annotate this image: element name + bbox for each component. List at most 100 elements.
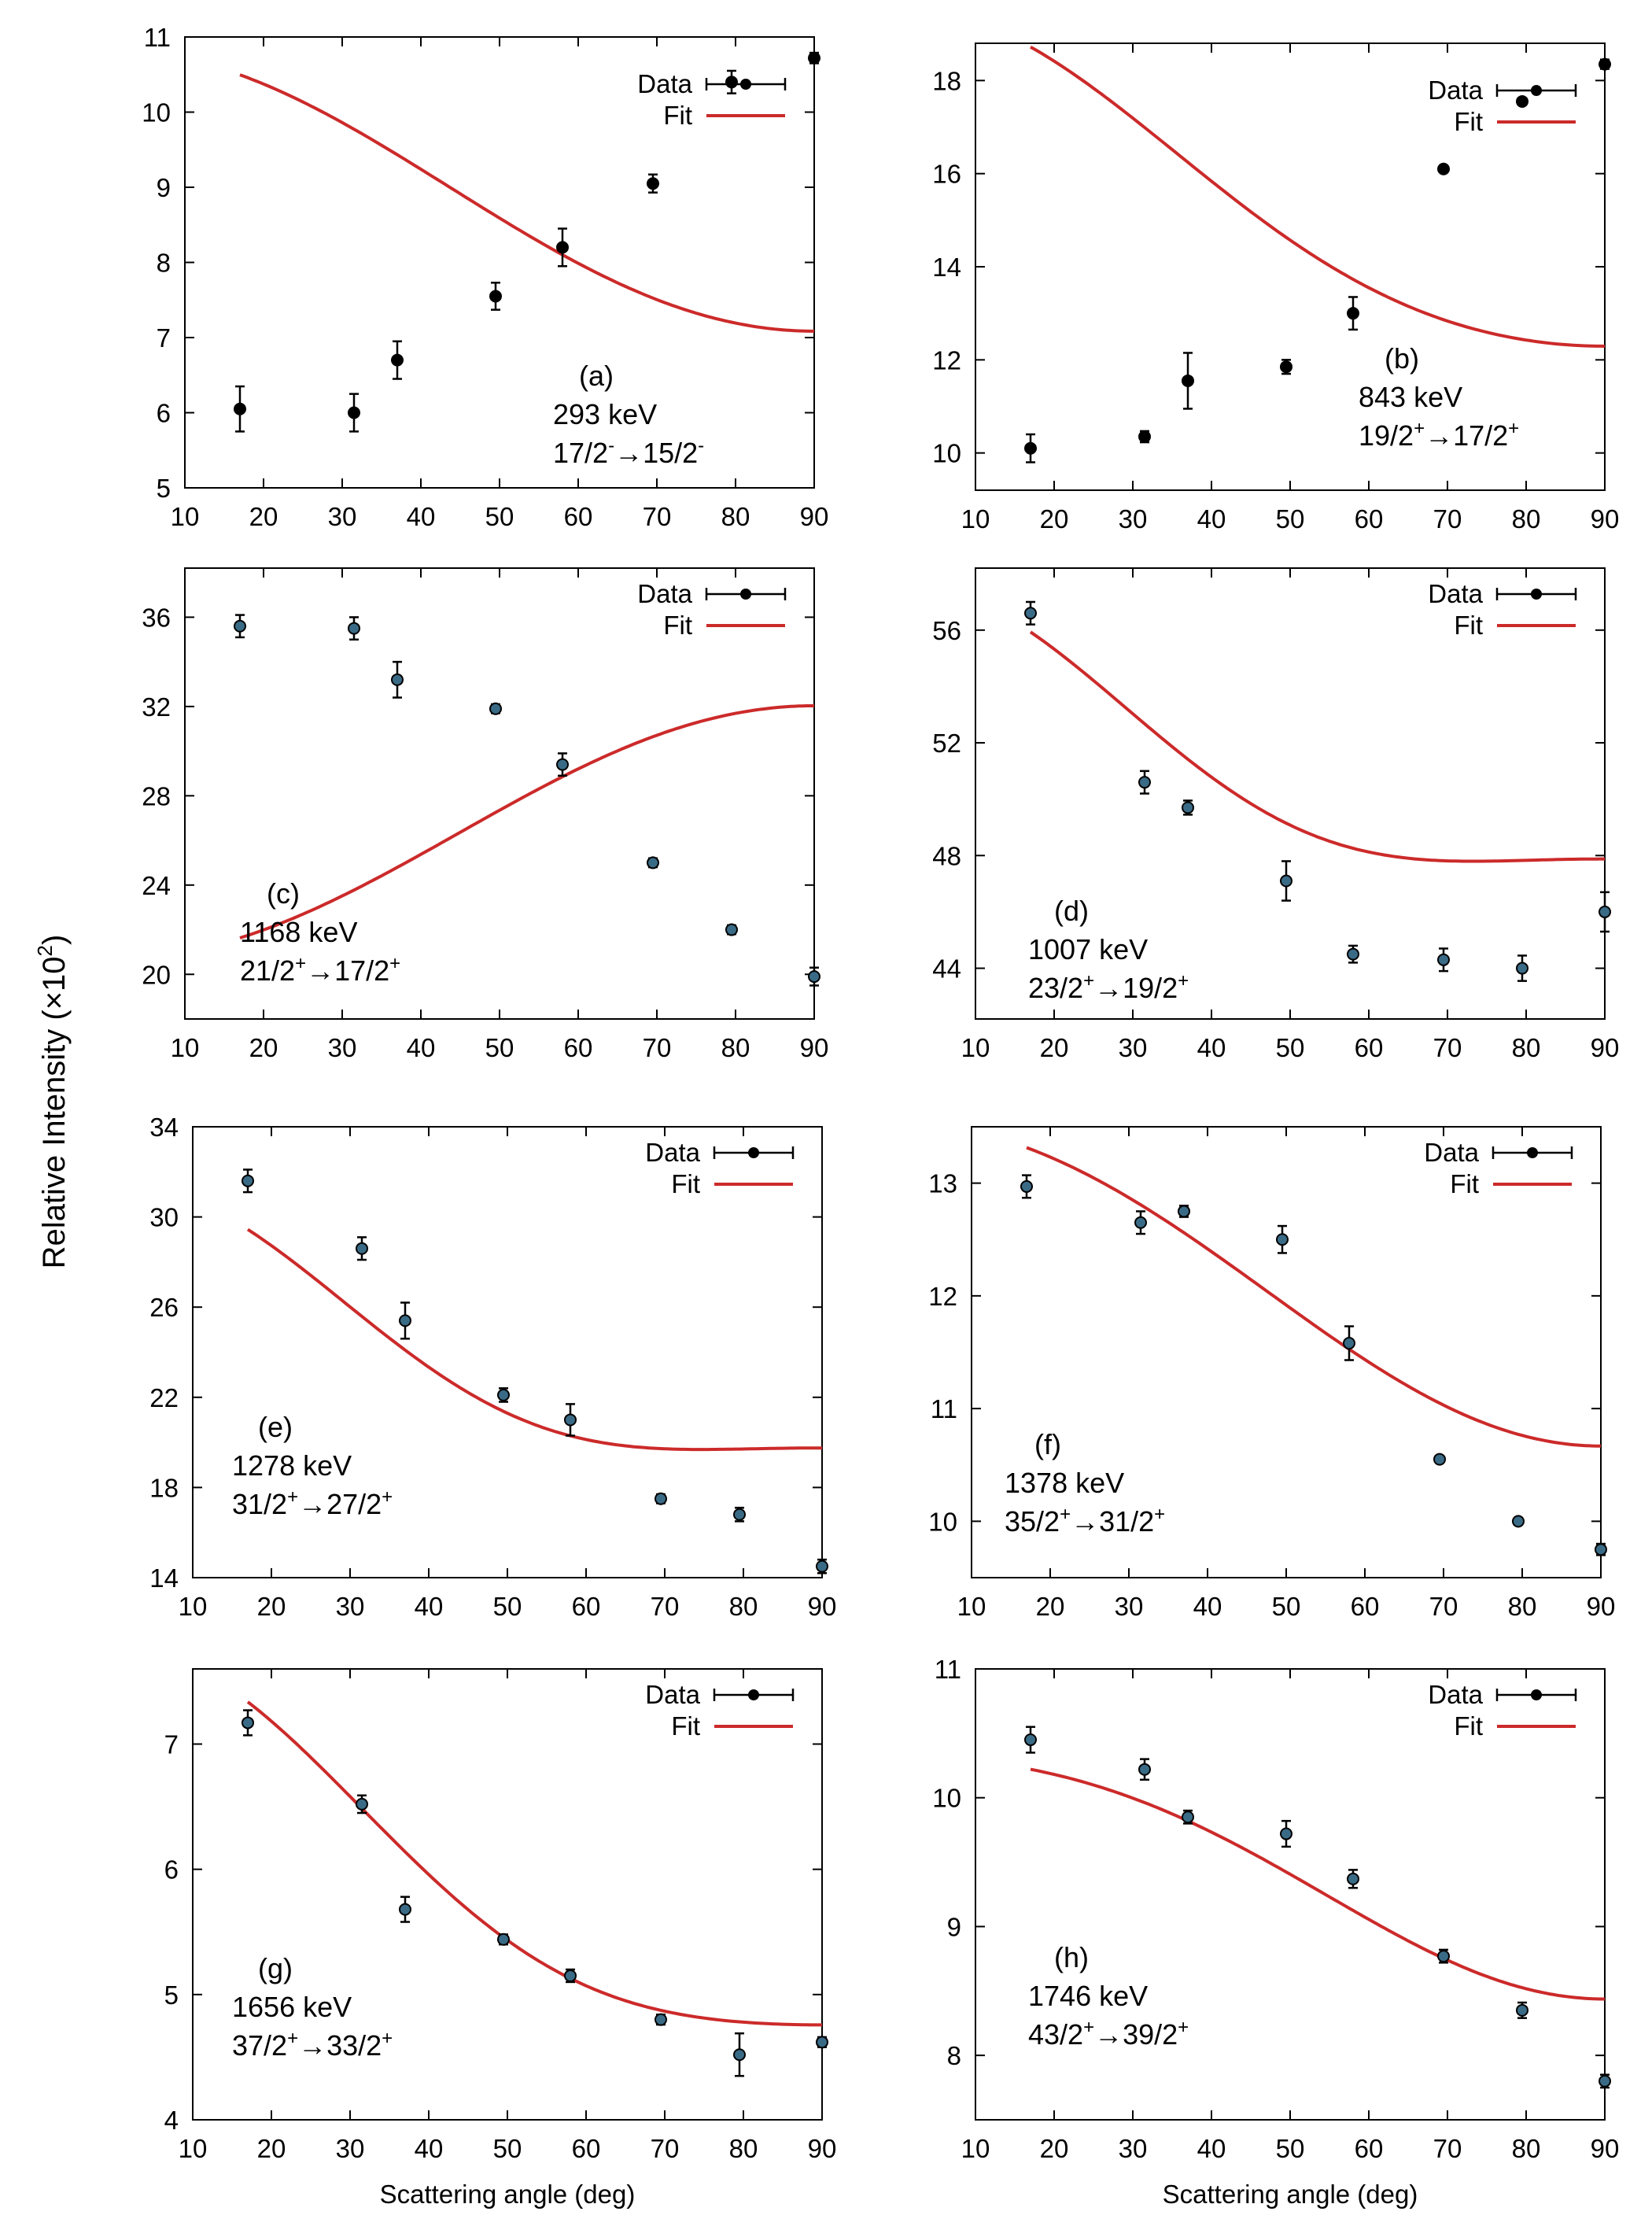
panel-d: 10 20 30 40 50 60 70 80 90 44 48 52 56 Data Fit (d) 1007… xyxy=(932,567,1619,1062)
x-tick-label: 40 xyxy=(415,1592,444,1621)
y-tick-label: 36 xyxy=(142,603,171,632)
data-point xyxy=(497,1387,510,1403)
x-tick-label: 90 xyxy=(800,1033,829,1062)
y-tick-label: 18 xyxy=(932,66,961,95)
x-tick-label: 20 xyxy=(257,2134,286,2163)
data-marker xyxy=(1138,430,1151,443)
x-tick-label: 30 xyxy=(328,1033,357,1062)
y-tick-label: 14 xyxy=(149,1563,179,1593)
x-tick-label: 20 xyxy=(1036,1592,1065,1621)
data-marker xyxy=(733,1508,746,1521)
fit-curve xyxy=(246,1700,822,2027)
y-tick-label: 10 xyxy=(932,1784,961,1813)
data-point xyxy=(242,1168,254,1194)
transition-parity: + xyxy=(1414,418,1425,439)
data-point xyxy=(1599,57,1611,71)
x-tick-label: 20 xyxy=(1040,2134,1069,2163)
x-tick-label: 30 xyxy=(336,1592,365,1621)
x-tick-label: 60 xyxy=(1355,504,1384,533)
y-tick-label: 10 xyxy=(142,98,171,127)
legend-fit-label: Fit xyxy=(1454,1711,1483,1741)
data-marker xyxy=(356,1797,368,1811)
legend-data-label: Data xyxy=(1428,1680,1483,1709)
x-tick-label: 10 xyxy=(179,2134,208,2163)
data-marker xyxy=(1280,360,1292,374)
legend-data-label: Data xyxy=(1428,76,1483,105)
data-point xyxy=(1512,1515,1525,1528)
y-tick-label: 8 xyxy=(947,2041,961,2070)
x-tick-label: 80 xyxy=(1512,504,1541,533)
panel-transition: 19/2+→17/2+ xyxy=(1359,418,1519,452)
x-tick-label: 90 xyxy=(1587,1592,1616,1621)
data-point xyxy=(1595,1542,1607,1556)
data-point xyxy=(391,660,404,699)
transition-spin: →33/2 xyxy=(298,2029,382,2062)
data-point xyxy=(1138,1758,1151,1781)
data-point xyxy=(1182,352,1194,410)
data-marker xyxy=(564,1413,577,1427)
x-tick-label: 80 xyxy=(1512,1033,1541,1062)
x-tick-label: 40 xyxy=(415,2134,444,2163)
data-marker xyxy=(725,76,738,89)
data-point xyxy=(1138,430,1151,444)
x-tick-label: 90 xyxy=(1591,504,1620,533)
data-marker xyxy=(816,1560,828,1573)
panel-label: (g) xyxy=(258,1952,293,1984)
transition-parity: + xyxy=(287,1486,298,1508)
legend-data-label: Data xyxy=(1428,579,1483,608)
data-marker xyxy=(1138,776,1151,789)
data-marker xyxy=(1024,441,1037,455)
y-tick-label: 5 xyxy=(164,1981,179,2010)
panel-label: (b) xyxy=(1385,342,1419,375)
y-tick-label: 56 xyxy=(932,616,961,645)
data-point xyxy=(1280,860,1292,902)
data-point xyxy=(733,2032,746,2077)
panel-energy: 1007 keV xyxy=(1028,933,1148,965)
y-tick-label: 44 xyxy=(932,954,961,984)
panel-transition: 31/2+→27/2+ xyxy=(232,1486,393,1520)
x-tick-label: 40 xyxy=(1193,1592,1222,1621)
data-marker xyxy=(1280,874,1292,888)
data-point xyxy=(1178,1205,1190,1218)
legend-fit-label: Fit xyxy=(1454,611,1483,640)
data-marker xyxy=(655,1492,667,1505)
data-point xyxy=(564,1968,577,1984)
x-tick-label: 60 xyxy=(564,1033,593,1062)
data-marker xyxy=(1437,162,1450,175)
data-marker xyxy=(234,402,246,415)
data-marker xyxy=(556,758,569,771)
x-tick-label: 60 xyxy=(1355,2134,1384,2163)
panel-annotation: (b) 843 keV 19/2+→17/2+ xyxy=(1359,342,1519,452)
data-point xyxy=(234,385,246,433)
transition-spin: →27/2 xyxy=(298,1488,382,1520)
x-axis-label-right: Scattering angle (deg) xyxy=(1163,2180,1418,2209)
data-point xyxy=(1182,1809,1194,1825)
data-point xyxy=(1280,1819,1292,1848)
data-point xyxy=(1516,2001,1528,2019)
data-marker xyxy=(1024,1733,1037,1747)
x-tick-label: 80 xyxy=(721,1033,750,1062)
data-point xyxy=(1134,1210,1147,1235)
data-marker xyxy=(1347,307,1359,320)
panel-energy: 1168 keV xyxy=(240,916,357,948)
y-tick-label: 26 xyxy=(149,1293,179,1322)
x-tick-label: 60 xyxy=(1355,1033,1384,1062)
data-point xyxy=(348,616,360,641)
x-tick-label: 10 xyxy=(961,1033,990,1062)
legend-data-marker xyxy=(1527,1147,1538,1158)
y-tick-label: 22 xyxy=(149,1383,179,1412)
panel-energy: 1378 keV xyxy=(1005,1467,1124,1499)
x-tick-label: 20 xyxy=(1040,1033,1069,1062)
fit-curve xyxy=(1026,1146,1602,1448)
panel-energy: 1278 keV xyxy=(232,1449,352,1482)
transition-parity: + xyxy=(389,953,400,974)
data-marker xyxy=(556,241,569,254)
panel-energy: 843 keV xyxy=(1359,381,1462,413)
x-tick-label: 50 xyxy=(1276,2134,1305,2163)
panel-label: (a) xyxy=(579,360,614,392)
data-point xyxy=(1347,296,1359,331)
